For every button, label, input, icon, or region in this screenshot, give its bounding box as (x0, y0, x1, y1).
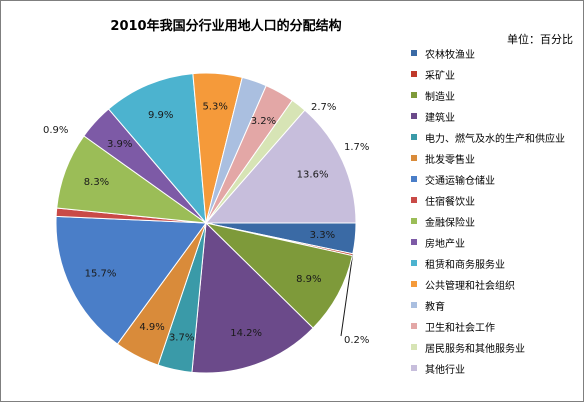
legend-swatch (411, 113, 417, 119)
legend-item: 采矿业 (411, 68, 455, 82)
legend-label: 居民服务和其他服务业 (425, 343, 525, 355)
legend-item: 房地产业 (411, 236, 465, 250)
legend-item: 其他行业 (411, 362, 465, 376)
pie-slice (191, 221, 314, 374)
legend-swatch (411, 134, 417, 140)
slice-label: 3.2% (251, 116, 276, 127)
legend-item: 批发零售业 (411, 152, 475, 166)
legend-swatch (411, 344, 417, 350)
legend-item: 教育 (411, 299, 445, 313)
legend-swatch (411, 176, 417, 182)
slice-label: 3.3% (310, 230, 335, 241)
legend-item: 金融保险业 (411, 215, 475, 229)
legend-item: 交通运输仓储业 (411, 173, 495, 187)
slice-label: 2.7% (311, 102, 336, 113)
slice-label: 8.3% (84, 177, 109, 188)
chart-title: 2010年我国分行业用地人口的分配结构 (110, 19, 342, 34)
slice-label: 0.9% (43, 125, 68, 136)
legend-label: 建筑业 (425, 112, 455, 124)
legend-swatch (411, 50, 417, 56)
legend-swatch (411, 239, 417, 245)
legend-swatch (411, 302, 417, 308)
pie-slice (204, 109, 357, 224)
slice-label: 15.7% (85, 269, 117, 280)
legend-item: 电力、燃气及水的生产和供应业 (411, 131, 565, 145)
legend-item: 公共管理和社会组织 (411, 278, 515, 292)
legend-label: 公共管理和社会组织 (425, 280, 515, 292)
slice-label: 13.6% (297, 170, 329, 181)
slice-label: 14.2% (230, 328, 262, 339)
legend-label: 农林牧渔业 (425, 49, 475, 61)
legend-swatch (411, 197, 417, 203)
slice-label: 3.9% (107, 139, 132, 150)
legend-swatch (411, 281, 417, 287)
legend-swatch (411, 323, 417, 329)
legend-label: 教育 (425, 301, 445, 313)
legend-item: 制造业 (411, 89, 455, 103)
legend-label: 电力、燃气及水的生产和供应业 (425, 133, 565, 145)
slice-label: 5.3% (202, 101, 227, 112)
slice-label: 4.9% (139, 322, 164, 333)
legend-label: 批发零售业 (425, 154, 475, 166)
legend-label: 金融保险业 (425, 217, 475, 229)
slice-label: 0.2% (344, 335, 369, 346)
slice-label: 3.7% (169, 332, 194, 343)
legend-swatch (411, 92, 417, 98)
legend-label: 租赁和商务服务业 (425, 259, 505, 271)
legend-label: 房地产业 (425, 238, 465, 250)
legend-label: 其他行业 (425, 364, 465, 376)
pie-slice (204, 222, 354, 329)
legend-swatch (411, 218, 417, 224)
legend-label: 住宿餐饮业 (425, 196, 475, 208)
legend-item: 农林牧渔业 (411, 47, 475, 61)
pie-slice (55, 215, 207, 345)
legend-item: 住宿餐饮业 (411, 194, 475, 208)
legend-label: 交通运输仓储业 (425, 175, 495, 187)
legend-swatch (411, 260, 417, 266)
legend-label: 卫生和社会工作 (425, 322, 495, 334)
legend-item: 建筑业 (411, 110, 455, 124)
unit-label: 单位：百分比 (507, 33, 573, 46)
slice-label: 9.9% (148, 110, 173, 121)
legend-swatch (411, 71, 417, 77)
slice-label: 1.7% (344, 142, 369, 153)
legend-item: 租赁和商务服务业 (411, 257, 505, 271)
legend-label: 采矿业 (425, 70, 455, 82)
legend-label: 制造业 (425, 91, 455, 103)
legend-item: 卫生和社会工作 (411, 320, 495, 334)
leader-line (340, 254, 354, 337)
legend-item: 居民服务和其他服务业 (411, 341, 525, 355)
legend-swatch (411, 365, 417, 371)
slice-label: 8.9% (296, 274, 321, 285)
pie-slice (107, 73, 207, 225)
legend-swatch (411, 155, 417, 161)
